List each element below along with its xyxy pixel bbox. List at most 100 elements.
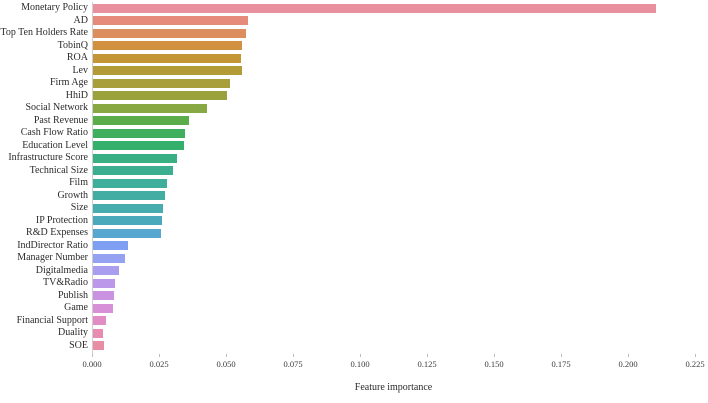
category-label: AD: [73, 14, 88, 26]
category-label: Social Network: [25, 102, 89, 113]
bar-row: Social Network: [0, 102, 708, 115]
bar-track: [93, 277, 708, 290]
x-tick-label: 0.050: [216, 359, 236, 369]
bar: [93, 228, 162, 238]
bar: [93, 266, 119, 276]
bar: [93, 303, 114, 313]
x-tick-label: 0.075: [283, 359, 303, 369]
bar: [93, 278, 115, 288]
bar-track: [93, 215, 708, 228]
bar-track: [93, 265, 708, 278]
bar-track: [93, 315, 708, 328]
bar: [93, 166, 174, 176]
x-tick-label: 0.125: [417, 359, 437, 369]
bar-track: [93, 177, 708, 190]
x-tick-label: 0.200: [618, 359, 638, 369]
category-label: Firm Age: [49, 77, 88, 88]
bar: [93, 328, 103, 338]
category-label: Infrastructure Score: [8, 152, 88, 163]
x-tick-mark: [92, 354, 93, 357]
bar-row: AD: [0, 15, 708, 28]
bar: [93, 241, 128, 251]
bar-row: ROA: [0, 52, 708, 65]
bar: [93, 253, 126, 263]
x-tick-mark: [427, 354, 428, 357]
bar-track: [93, 252, 708, 265]
bar-row: Size: [0, 202, 708, 215]
bar-track: [93, 152, 708, 165]
bar: [93, 191, 166, 201]
x-tick-mark: [494, 354, 495, 357]
x-tick-mark: [226, 354, 227, 357]
bar: [93, 203, 163, 213]
x-tick-mark: [159, 354, 160, 357]
x-tick-label: 0.150: [484, 359, 504, 369]
bar: [93, 128, 185, 138]
category-label: HhiD: [65, 89, 88, 101]
bar: [93, 116, 189, 126]
category-label: Duality: [58, 327, 88, 338]
bar-track: [93, 227, 708, 240]
x-tick-label: 0.225: [685, 359, 705, 369]
bar-track: [93, 165, 708, 178]
category-label: IP Protection: [35, 214, 88, 226]
bar: [93, 178, 167, 188]
bar-row: Monetary Policy: [0, 2, 708, 15]
bar: [93, 3, 656, 13]
bar-row: TobinQ: [0, 40, 708, 53]
category-label: Lev: [72, 64, 88, 76]
x-tick-mark: [628, 354, 629, 357]
bar-row: Manager Number: [0, 252, 708, 265]
category-label: Financial Support: [16, 314, 88, 326]
x-axis-title: Feature importance: [354, 382, 433, 393]
bar: [93, 103, 207, 113]
bar: [93, 28, 246, 38]
category-label: Manager Number: [17, 252, 88, 263]
bar: [93, 316, 106, 326]
bar-track: [93, 77, 708, 90]
bar-track: [93, 190, 708, 203]
bar-track: [93, 302, 708, 315]
bar-row: Financial Support: [0, 315, 708, 328]
x-tick-label: 0.100: [350, 359, 370, 369]
bar-row: SOE: [0, 340, 708, 353]
x-tick-label: 0.000: [82, 359, 102, 369]
bar-track: [93, 127, 708, 140]
x-tick-mark: [360, 354, 361, 357]
x-tick-label: 0.025: [149, 359, 169, 369]
bar-row: IP Protection: [0, 215, 708, 228]
bar: [93, 216, 162, 226]
bar-track: [93, 240, 708, 253]
bar-track: [93, 27, 708, 40]
category-label: Monetary Policy: [21, 2, 88, 13]
category-label: TV&Radio: [43, 277, 88, 288]
category-label: IndDirector Ratio: [17, 239, 88, 251]
bar: [93, 66, 242, 76]
bar: [93, 91, 227, 101]
bar-row: Past Revenue: [0, 115, 708, 128]
category-label: Game: [64, 302, 88, 313]
category-label: Technical Size: [29, 164, 88, 176]
category-label: Top Ten Holders Rate: [0, 27, 88, 38]
bar-row: TV&Radio: [0, 277, 708, 290]
category-label: Past Revenue: [33, 114, 88, 126]
bar: [93, 141, 185, 151]
bar-row: Film: [0, 177, 708, 190]
bar-track: [93, 115, 708, 128]
category-label: TobinQ: [57, 39, 88, 51]
category-label: ROA: [66, 52, 88, 63]
bar: [93, 16, 248, 26]
bar-row: Cash Flow Ratio: [0, 127, 708, 140]
bar-row: Growth: [0, 190, 708, 203]
category-label: Size: [70, 202, 88, 213]
bar-row: IndDirector Ratio: [0, 240, 708, 253]
bar-row: Education Level: [0, 140, 708, 153]
bar-track: [93, 90, 708, 103]
bar: [93, 78, 230, 88]
bar-track: [93, 2, 708, 15]
category-label: Film: [69, 177, 88, 188]
category-label: SOE: [69, 339, 88, 351]
bar-row: Firm Age: [0, 77, 708, 90]
bar-track: [93, 140, 708, 153]
bar-row: Infrastructure Score: [0, 152, 708, 165]
